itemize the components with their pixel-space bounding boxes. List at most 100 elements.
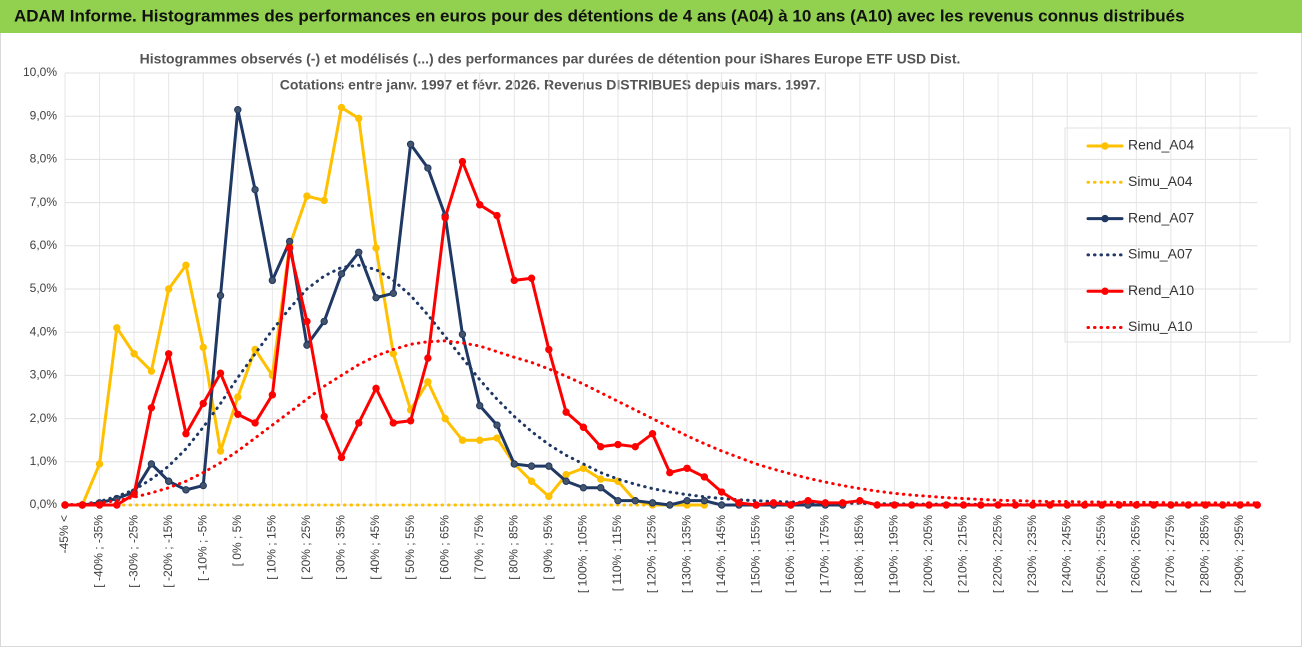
data-point — [389, 350, 398, 358]
data-point — [1046, 501, 1054, 509]
data-point — [147, 460, 156, 468]
data-point — [510, 460, 518, 468]
data-point — [700, 496, 709, 505]
x-tick-label: [ 40% ; 45% — [368, 515, 382, 580]
x-tick-label: [ 220% ; 225% — [990, 515, 1004, 593]
data-point — [666, 501, 674, 509]
x-tick-label: [ 190% ; 195% — [887, 515, 901, 593]
data-point — [182, 261, 190, 269]
x-tick-label: [ 170% ; 175% — [817, 515, 831, 593]
x-tick-label: [ 80% ; 85% — [506, 515, 520, 580]
data-point — [614, 496, 622, 505]
data-point — [493, 434, 501, 442]
data-point — [406, 140, 415, 148]
data-point — [717, 501, 726, 509]
data-point — [596, 442, 605, 451]
x-tick-label: [ -30% ; -25% — [126, 515, 140, 588]
data-point — [476, 201, 484, 209]
legend-marker — [1101, 287, 1109, 295]
x-tick-label: [ 70% ; 75% — [472, 515, 486, 580]
data-point — [493, 211, 501, 220]
x-tick-label: [ -10% ; -5% — [195, 515, 209, 581]
data-point — [510, 276, 518, 285]
data-point — [234, 106, 242, 114]
x-tick-label: [ 140% ; 145% — [714, 515, 728, 593]
chart-subtitle: Histogrammes observés (-) et modélisés (… — [140, 51, 961, 67]
data-point — [303, 192, 311, 200]
y-tick-label: 8,0% — [30, 152, 58, 166]
data-point — [545, 345, 553, 354]
data-point — [251, 419, 259, 427]
data-point — [596, 475, 605, 483]
x-tick-label: [ 110% ; 115% — [610, 515, 624, 592]
x-tick-label: [ 250% ; 255% — [1094, 515, 1108, 593]
data-point — [251, 185, 259, 194]
x-tick-label: [ 290% ; 295% — [1232, 515, 1246, 593]
x-tick-label: [ 100% ; 105% — [576, 515, 590, 593]
data-point — [424, 164, 432, 172]
data-point — [458, 157, 467, 166]
data-point — [147, 367, 156, 375]
x-tick-label: [ 30% ; 35% — [334, 515, 348, 580]
data-point — [130, 350, 138, 358]
data-point — [164, 350, 173, 358]
data-point — [372, 293, 380, 302]
data-point — [821, 499, 830, 507]
legend-marker — [1101, 142, 1109, 150]
data-point — [579, 423, 588, 431]
x-tick-label: [ 180% ; 185% — [852, 515, 866, 593]
data-point — [113, 501, 121, 509]
y-tick-label: 7,0% — [30, 195, 58, 209]
data-point — [320, 412, 328, 421]
data-point — [216, 291, 225, 300]
series-line — [63, 160, 1259, 507]
data-point — [804, 496, 812, 505]
data-point — [458, 330, 467, 339]
y-tick-label: 5,0% — [30, 281, 58, 295]
x-tick-label: [ 10% ; 15% — [265, 515, 279, 580]
data-point — [527, 462, 536, 470]
data-point — [735, 499, 743, 507]
data-point — [752, 501, 760, 509]
data-point — [406, 417, 415, 425]
x-tick-label: [ 270% ; 275% — [1163, 515, 1177, 593]
x-tick-label: [ 280% ; 285% — [1198, 515, 1212, 593]
title-bar — [0, 0, 1302, 33]
data-point — [856, 496, 864, 505]
x-tick-label: [ 200% ; 205% — [921, 515, 935, 593]
data-point — [355, 114, 363, 123]
y-tick-label: 10,0% — [23, 65, 57, 79]
data-point — [234, 410, 242, 418]
x-tick-label: [ 90% ; 95% — [541, 515, 555, 580]
legend-label: Simu_A04 — [1128, 173, 1193, 189]
data-point — [579, 464, 588, 472]
data-point — [545, 462, 553, 470]
data-point — [337, 103, 346, 112]
data-point — [372, 384, 380, 393]
data-point — [441, 214, 449, 222]
data-point — [337, 270, 346, 278]
data-point — [458, 436, 467, 444]
data-point — [164, 477, 173, 485]
y-tick-label: 6,0% — [30, 238, 58, 252]
x-tick-label: [ 260% ; 265% — [1129, 515, 1143, 593]
data-point — [389, 289, 398, 298]
data-point — [873, 501, 881, 509]
data-point — [890, 501, 899, 509]
x-tick-label: -45% < — [57, 515, 71, 553]
data-point — [476, 436, 484, 444]
data-point — [113, 324, 121, 332]
data-point — [355, 248, 363, 256]
data-point — [147, 404, 156, 412]
data-point — [424, 378, 432, 386]
x-tick-label: [ 230% ; 235% — [1025, 515, 1039, 593]
x-tick-label: [ 130% ; 135% — [679, 515, 693, 593]
data-point — [164, 285, 173, 293]
data-point — [631, 496, 639, 505]
data-point — [476, 401, 484, 410]
data-point — [527, 274, 536, 282]
data-point — [1098, 501, 1106, 509]
x-tick-label: [ 120% ; 125% — [645, 515, 659, 593]
legend-label: Simu_A07 — [1128, 246, 1193, 262]
